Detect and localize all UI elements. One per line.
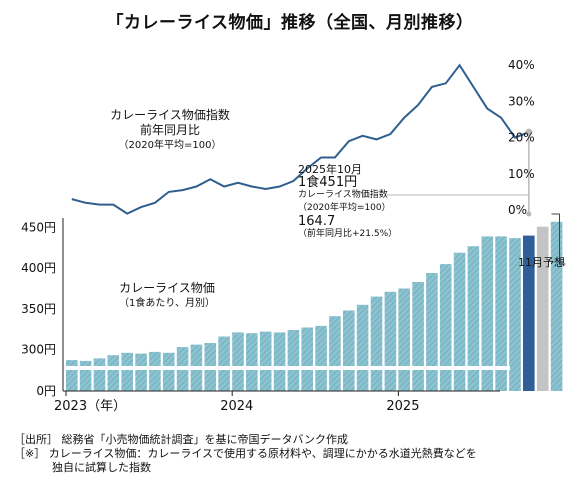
price-bar bbox=[439, 264, 452, 391]
price-bar bbox=[135, 353, 147, 391]
price-bar bbox=[66, 360, 78, 391]
price-bar bbox=[273, 332, 286, 391]
price-bar bbox=[315, 325, 327, 391]
bar-label-unit: （1食あたり、月別） bbox=[119, 298, 215, 309]
latest-bar-marker bbox=[526, 211, 532, 217]
x-tick-label: 2025 bbox=[386, 399, 419, 414]
forecast-label: 11月予想 bbox=[518, 256, 565, 269]
price-bar bbox=[343, 310, 355, 391]
source-note: ［出所］ 総務省「小売物価統計調査」を基に帝国データバンク作成 bbox=[14, 433, 349, 446]
price-bar bbox=[79, 360, 92, 391]
remark-note-1: ［※］ カレーライス物価：カレーライスで使用する原材料や、調理にかかる水道光熱費… bbox=[14, 447, 477, 460]
x-tick-label: 2023（年） bbox=[54, 399, 126, 414]
y-left-tick-label: 400円 bbox=[21, 261, 56, 275]
axis-break-gap bbox=[60, 366, 510, 370]
y-left-tick-label: 450円 bbox=[21, 221, 56, 235]
forecast-bracket bbox=[551, 213, 566, 265]
line-series-label: カレーライス物価指数 前年同月比 （2020年平均=100） bbox=[70, 108, 270, 153]
callout-index-base: （2020年平均=100） bbox=[298, 203, 391, 213]
y-right-tick-label: 40% bbox=[508, 58, 535, 72]
bar-label-name: カレーライス物価 bbox=[119, 281, 215, 295]
price-bar bbox=[398, 288, 410, 391]
price-bar bbox=[329, 316, 341, 391]
price-bar bbox=[453, 252, 466, 391]
price-bar bbox=[495, 236, 507, 391]
price-bar bbox=[259, 331, 272, 391]
price-bar bbox=[246, 333, 258, 391]
price-bar bbox=[107, 355, 120, 391]
price-bar bbox=[287, 330, 300, 391]
callout-index-value: 164.7 bbox=[298, 214, 336, 229]
y-right-tick-label: 20% bbox=[508, 131, 535, 145]
x-tick-label: 2024 bbox=[220, 399, 253, 414]
price-bar bbox=[162, 352, 175, 391]
y-right-tick-label: 30% bbox=[508, 94, 535, 108]
y-left-tick-label: 0円 bbox=[36, 384, 56, 398]
price-bar bbox=[509, 238, 521, 391]
price-bar bbox=[93, 358, 106, 391]
price-bar bbox=[218, 336, 230, 391]
chart-title: 「カレーライス物価」推移（全国、月別推移） bbox=[106, 13, 474, 33]
callout-price: 1食451円 bbox=[298, 175, 358, 190]
price-bar bbox=[121, 352, 133, 391]
callout-yoy: （前年同月比+21.5%） bbox=[298, 229, 398, 239]
remark-note-2: 独自に試算した指数 bbox=[52, 461, 151, 474]
price-bar bbox=[412, 282, 424, 391]
price-bar bbox=[301, 327, 313, 391]
y-left-tick-label: 350円 bbox=[21, 302, 56, 316]
price-bar bbox=[426, 273, 438, 391]
latest-bar bbox=[523, 235, 535, 391]
yoy-line bbox=[71, 63, 530, 215]
bar-series-label: カレーライス物価 （1食あたり、月別） bbox=[72, 281, 262, 311]
price-bar bbox=[232, 332, 244, 391]
y-left-tick-label: 300円 bbox=[21, 343, 56, 357]
price-bar bbox=[467, 246, 480, 391]
y-right-tick-label: 10% bbox=[508, 167, 535, 181]
y-right-tick-label: 0% bbox=[508, 203, 527, 217]
forecast-bar bbox=[536, 226, 549, 391]
price-bar bbox=[481, 236, 494, 391]
latest-yoy-marker bbox=[525, 128, 533, 136]
line-label-yoy: 前年同月比 bbox=[139, 123, 200, 137]
price-bar bbox=[370, 296, 383, 391]
price-bar bbox=[356, 304, 369, 391]
line-label-base: （2020年平均=100） bbox=[118, 140, 222, 151]
price-bar bbox=[550, 221, 563, 391]
price-bar bbox=[384, 291, 397, 391]
price-bar bbox=[149, 351, 161, 391]
latest-callout: 2025年10月 1食451円 カレーライス物価指数 （2020年平均=100）… bbox=[298, 163, 397, 241]
callout-period: 2025年10月 bbox=[298, 163, 362, 176]
callout-index-name: カレーライス物価指数 bbox=[298, 190, 388, 200]
line-label-name: カレーライス物価指数 bbox=[110, 108, 230, 122]
